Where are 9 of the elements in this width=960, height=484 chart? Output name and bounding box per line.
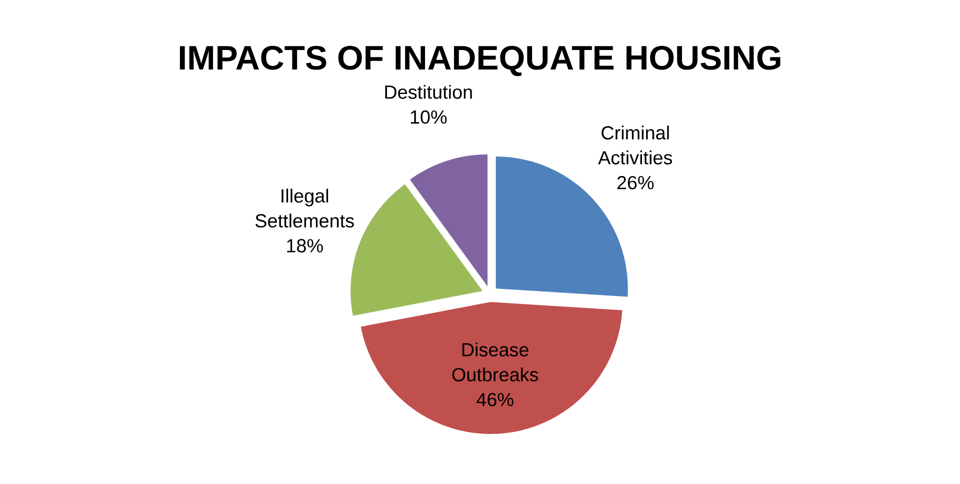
data-label: 46%	[476, 392, 514, 406]
data-label: 10%	[410, 110, 447, 124]
data-label: 26%	[617, 176, 654, 190]
slice-label: Criminal Activities	[598, 126, 672, 164]
slice-label: Destitution	[385, 84, 472, 99]
slice-label: Disease Outbreaks	[452, 342, 538, 382]
chart-title: IMPACTS OF INADEQUATE HOUSING	[180, 46, 780, 76]
slice-label: Illegal Settlements	[255, 188, 354, 228]
data-label: 18%	[287, 239, 323, 252]
